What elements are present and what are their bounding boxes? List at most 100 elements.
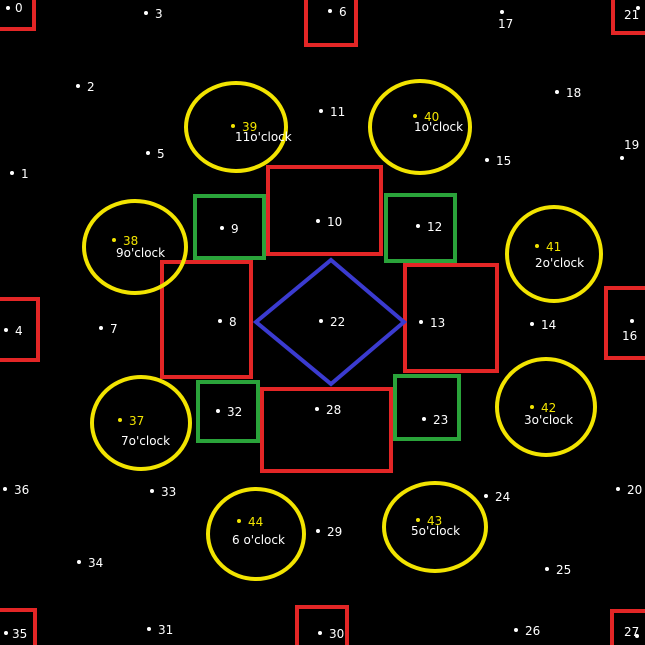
point-22-dot — [319, 319, 323, 323]
green-square-top-right — [384, 193, 457, 263]
point-35-dot — [4, 631, 8, 635]
red-square-right — [604, 286, 645, 360]
point-41-dot — [535, 244, 539, 248]
point-4-dot — [4, 328, 8, 332]
point-19-dot — [620, 156, 624, 160]
point-13-dot — [419, 320, 423, 324]
point-34-label: 34 — [88, 556, 103, 570]
green-square-bottom-left — [196, 380, 260, 443]
red-square-top-right — [611, 0, 645, 35]
point-43-clock-label: 5o'clock — [411, 524, 460, 538]
point-23-label: 23 — [433, 413, 448, 427]
yellow-circle-11oclock — [184, 81, 288, 173]
point-18-dot — [555, 90, 559, 94]
point-34-dot — [77, 560, 81, 564]
point-20-label: 20 — [627, 483, 642, 497]
point-38-label: 38 — [123, 234, 138, 248]
point-24-label: 24 — [495, 490, 510, 504]
point-28-label: 28 — [326, 403, 341, 417]
point-0-label: 0 — [15, 1, 23, 15]
yellow-circle-6oclock — [206, 487, 306, 581]
red-square-top — [304, 0, 358, 47]
point-24-dot — [484, 494, 488, 498]
red-square-left — [0, 297, 40, 362]
point-7-dot — [99, 326, 103, 330]
point-23-dot — [422, 417, 426, 421]
point-1-label: 1 — [21, 167, 29, 181]
point-38-dot — [112, 238, 116, 242]
point-17-label: 17 — [498, 17, 513, 31]
point-9-label: 9 — [231, 222, 239, 236]
point-33-dot — [150, 489, 154, 493]
green-square-top-left — [193, 194, 266, 260]
blue-diamond — [252, 257, 408, 387]
point-40-label: 40 — [424, 110, 439, 124]
yellow-circle-5oclock — [382, 481, 488, 573]
point-12-label: 12 — [427, 220, 442, 234]
yellow-circle-7oclock — [90, 375, 192, 471]
yellow-circle-9oclock — [82, 199, 188, 295]
point-27-label: 27 — [624, 625, 639, 639]
point-40-dot — [413, 114, 417, 118]
red-square-bottom-left — [0, 608, 37, 645]
point-42-label: 42 — [541, 401, 556, 415]
point-3-dot — [144, 11, 148, 15]
point-2-label: 2 — [87, 80, 95, 94]
point-5-dot — [146, 151, 150, 155]
yellow-circle-2oclock — [505, 205, 603, 303]
point-28-dot — [315, 407, 319, 411]
point-1-dot — [10, 171, 14, 175]
red-rect-top — [266, 165, 383, 256]
point-32-dot — [216, 409, 220, 413]
point-30-dot — [318, 631, 322, 635]
point-36-label: 36 — [14, 483, 29, 497]
point-6-dot — [328, 9, 332, 13]
point-15-dot — [485, 158, 489, 162]
point-44-label: 44 — [248, 515, 263, 529]
point-22-label: 22 — [330, 315, 345, 329]
point-5-label: 5 — [157, 147, 165, 161]
point-33-label: 33 — [161, 485, 176, 499]
point-39-dot — [231, 124, 235, 128]
point-21-label: 21 — [624, 8, 639, 22]
point-29-dot — [316, 529, 320, 533]
red-square-bottom-right — [610, 609, 645, 645]
point-9-dot — [220, 226, 224, 230]
point-25-dot — [545, 567, 549, 571]
point-43-dot — [416, 518, 420, 522]
red-rect-right — [403, 263, 499, 373]
point-4-label: 4 — [15, 324, 23, 338]
point-37-label: 37 — [129, 414, 144, 428]
point-7-label: 7 — [110, 322, 118, 336]
point-15-label: 15 — [496, 154, 511, 168]
point-10-dot — [316, 219, 320, 223]
point-26-label: 26 — [525, 624, 540, 638]
point-44-clock-label: 6 o'clock — [232, 533, 285, 547]
point-37-clock-label: 7o'clock — [121, 434, 170, 448]
point-27-dot — [635, 634, 639, 638]
point-8-dot — [218, 319, 222, 323]
point-18-label: 18 — [566, 86, 581, 100]
yellow-circle-1oclock — [368, 79, 472, 175]
red-rect-bottom — [260, 387, 393, 473]
point-39-label: 39 — [242, 120, 257, 134]
point-39-clock-label: 11o'clock — [235, 130, 292, 144]
point-16-dot — [630, 319, 634, 323]
point-10-label: 10 — [327, 215, 342, 229]
point-42-clock-label: 3o'clock — [524, 413, 573, 427]
point-0-dot — [6, 6, 10, 10]
point-16-label: 16 — [622, 329, 637, 343]
red-rect-left — [160, 260, 253, 379]
point-37-dot — [118, 418, 122, 422]
point-20-dot — [616, 487, 620, 491]
point-14-dot — [530, 322, 534, 326]
point-19-label: 19 — [624, 138, 639, 152]
point-36-dot — [3, 487, 7, 491]
point-44-dot — [237, 519, 241, 523]
point-21-dot — [636, 6, 640, 10]
point-11-label: 11 — [330, 105, 345, 119]
point-41-clock-label: 2o'clock — [535, 256, 584, 270]
